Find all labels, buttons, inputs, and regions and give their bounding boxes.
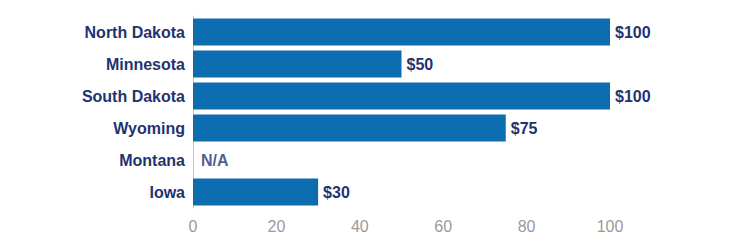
svg-text:Minnesota: Minnesota	[106, 56, 185, 73]
svg-text:$30: $30	[323, 184, 350, 201]
svg-text:0: 0	[189, 218, 198, 235]
svg-text:Iowa: Iowa	[149, 184, 185, 201]
svg-text:$100: $100	[615, 88, 651, 105]
svg-text:South Dakota: South Dakota	[82, 88, 185, 105]
svg-text:$100: $100	[615, 24, 651, 41]
svg-text:Wyoming: Wyoming	[113, 120, 185, 137]
svg-text:North Dakota: North Dakota	[85, 24, 186, 41]
svg-text:Montana: Montana	[119, 152, 185, 169]
svg-text:$50: $50	[407, 56, 434, 73]
svg-text:80: 80	[518, 218, 536, 235]
svg-text:100: 100	[597, 218, 624, 235]
svg-text:60: 60	[434, 218, 452, 235]
svg-text:$75: $75	[511, 120, 538, 137]
svg-text:40: 40	[351, 218, 369, 235]
svg-text:20: 20	[268, 218, 286, 235]
svg-text:N/A: N/A	[201, 152, 229, 169]
